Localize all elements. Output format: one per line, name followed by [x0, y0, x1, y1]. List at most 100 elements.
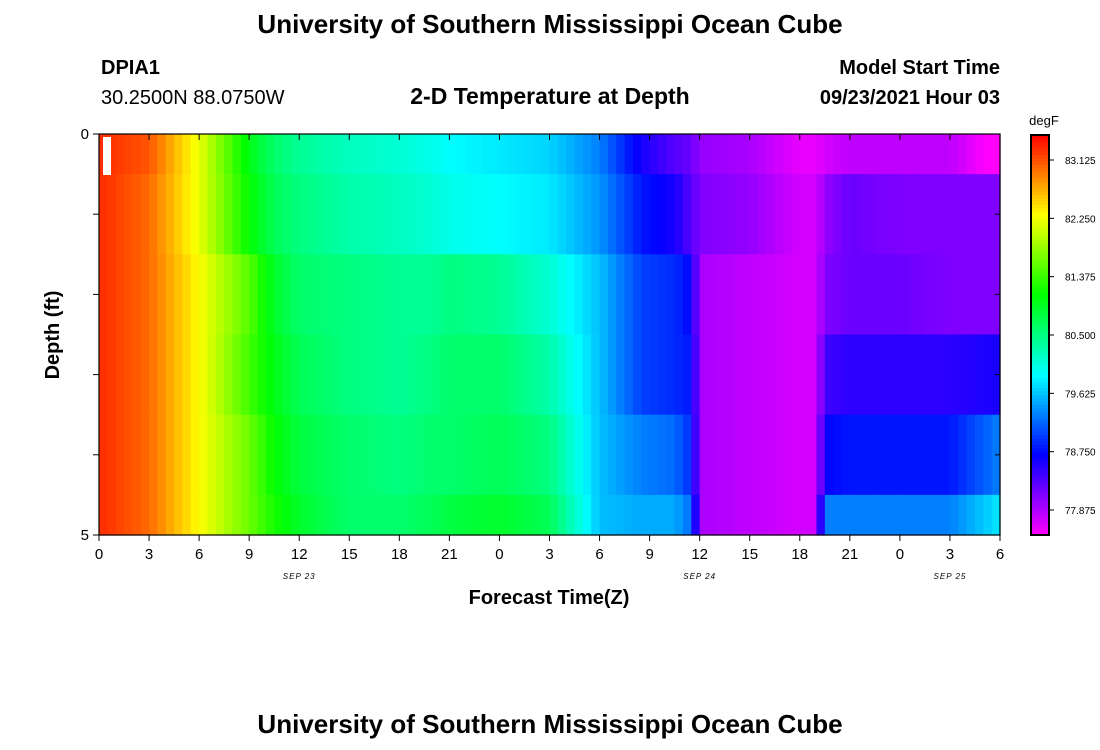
colorbar-swatch: [1031, 235, 1049, 239]
heatmap-cell: [891, 334, 901, 416]
colorbar-swatch: [1031, 371, 1049, 376]
heatmap-cell: [332, 254, 342, 336]
heatmap-cell: [749, 334, 759, 416]
heatmap-cell: [215, 414, 225, 496]
heatmap-cell: [924, 494, 934, 536]
colorbar-swatch: [1031, 258, 1049, 263]
heatmap-cell: [783, 254, 793, 336]
heatmap-cell: [699, 494, 709, 536]
heatmap-cell: [307, 494, 317, 536]
heatmap-cell: [599, 414, 609, 496]
x-tick-label: 0: [95, 546, 103, 563]
heatmap-cell: [482, 174, 492, 255]
heatmap-cell: [591, 494, 601, 536]
heatmap-cell: [566, 334, 576, 416]
heatmap-cell: [632, 134, 642, 175]
heatmap-cell: [149, 494, 158, 536]
heatmap-cell: [657, 134, 667, 175]
heatmap-cell: [115, 414, 125, 496]
heatmap-cell: [474, 174, 484, 255]
heatmap-cell: [357, 174, 367, 255]
heatmap-cell: [199, 494, 209, 536]
heatmap-cell: [674, 174, 684, 255]
heatmap-cell: [257, 334, 267, 416]
heatmap-cell: [174, 414, 184, 496]
heatmap-cell: [315, 134, 325, 175]
heatmap-cell: [324, 254, 334, 336]
colorbar-swatch: [1031, 401, 1049, 406]
heatmap-cell: [983, 414, 993, 496]
heatmap-cell: [507, 334, 517, 416]
heatmap-cell: [599, 254, 609, 336]
heatmap-cell: [591, 134, 601, 175]
heatmap-cell: [474, 414, 484, 496]
heatmap-cell: [824, 334, 834, 416]
heatmap-cell: [733, 254, 742, 336]
heatmap-cell: [140, 254, 150, 336]
heatmap-cell: [324, 174, 334, 255]
heatmap-cell: [516, 134, 526, 175]
colorbar-swatch: [1031, 495, 1049, 499]
colorbar-swatch: [1031, 291, 1049, 296]
heatmap-cell: [799, 414, 809, 496]
heatmap-cell: [983, 254, 993, 336]
heatmap-cell: [274, 174, 284, 255]
heatmap-cell: [649, 334, 659, 416]
heatmap-cell: [774, 494, 784, 536]
heatmap-cell: [974, 334, 984, 416]
heatmap-cell: [716, 334, 726, 416]
heatmap-cell: [741, 494, 751, 536]
heatmap-cell: [457, 414, 467, 496]
plot-title: 2-D Temperature at Depth: [410, 83, 690, 109]
heatmap-cell: [432, 414, 442, 496]
heatmap-cell: [174, 334, 184, 416]
heatmap-cell: [749, 134, 759, 175]
heatmap-cell: [674, 254, 684, 336]
colorbar-swatch: [1031, 231, 1049, 236]
heatmap-cell: [365, 334, 375, 416]
heatmap-cell: [290, 134, 300, 175]
heatmap-cell: [307, 134, 317, 175]
colorbar-swatch: [1031, 365, 1049, 369]
colorbar-swatch: [1031, 465, 1049, 469]
heatmap-cell: [641, 414, 651, 496]
heatmap-cell: [407, 494, 417, 536]
heatmap-cell: [632, 334, 642, 416]
heatmap-cell: [190, 494, 200, 536]
heatmap-cell: [883, 494, 893, 536]
heatmap-cell: [374, 174, 384, 255]
heatmap-cell: [866, 414, 876, 496]
heatmap-cell: [624, 174, 634, 255]
heatmap-cell: [874, 414, 884, 496]
heatmap-cell: [432, 334, 442, 416]
heatmap-cell: [399, 494, 409, 536]
heatmap-cell: [407, 414, 417, 496]
heatmap-cell: [157, 134, 167, 175]
heatmap-cell: [591, 414, 601, 496]
heatmap-cell: [282, 174, 292, 255]
colorbar-swatch: [1031, 148, 1049, 153]
x-tick-label: 6: [195, 546, 203, 563]
heatmap-cell: [632, 174, 642, 255]
heatmap-cell: [791, 334, 801, 416]
colorbar-swatch: [1031, 298, 1049, 303]
heatmap-cell: [557, 254, 567, 336]
heatmap-cell: [649, 174, 659, 255]
heatmap-cell: [466, 494, 476, 536]
colorbar-swatch: [1031, 188, 1049, 193]
heatmap-cell: [282, 254, 292, 336]
colorbar-swatch: [1031, 475, 1049, 479]
heatmap-cell: [249, 414, 259, 496]
heatmap-cell: [224, 334, 234, 416]
heatmap-cell: [966, 174, 976, 255]
heatmap-cell: [758, 254, 767, 336]
heatmap-cell: [340, 334, 350, 416]
x-tick-label: 3: [946, 546, 954, 563]
colorbar-swatch: [1031, 478, 1049, 483]
heatmap-cell: [299, 414, 309, 496]
heatmap-cell: [649, 414, 659, 496]
heatmap-cell: [390, 414, 400, 496]
heatmap-cell: [416, 254, 425, 336]
heatmap-cell: [182, 494, 192, 536]
heatmap-cell: [190, 334, 200, 416]
